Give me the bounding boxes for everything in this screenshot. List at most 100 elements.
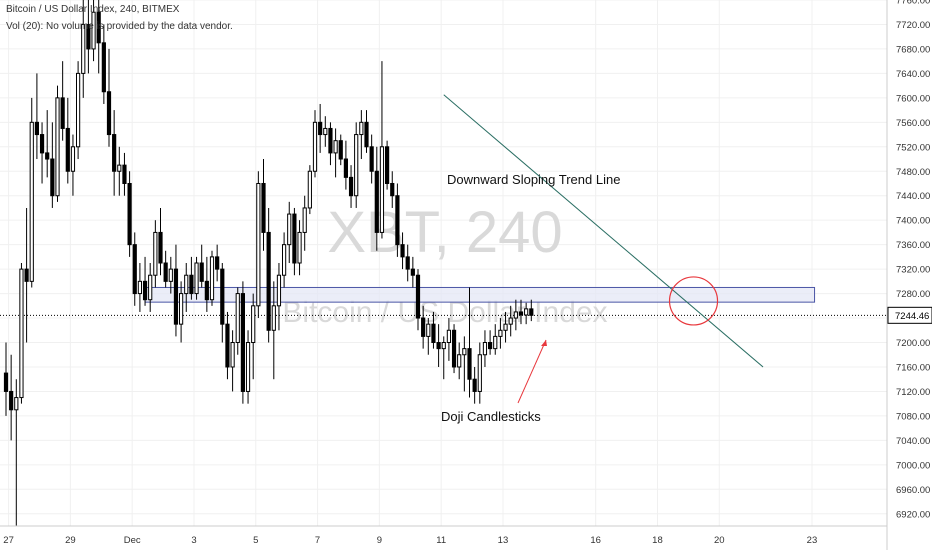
candle-body [498,329,503,337]
candle-body [462,348,467,356]
candle-body [271,305,276,331]
price-tick-label: 7280.00 [896,289,930,300]
doji-arrow [517,339,547,404]
price-tick-label: 7200.00 [896,338,930,349]
time-axis: 27 29 Dec 3 5 7 9 11 13 16 18 20 23 [3,535,817,546]
price-tick-label: 7160.00 [896,362,930,373]
candle-body [163,262,168,282]
candle-body [287,213,292,246]
candle-body [369,146,374,172]
candle-body [390,182,395,197]
candle-body [415,274,421,319]
price-tick-label: 7040.00 [896,436,930,447]
candle-body [343,158,348,178]
time-tick-label: 20 [714,535,725,546]
candle-body [266,231,271,331]
candle-body [184,274,189,295]
candle-body [354,134,359,197]
time-tick-label: 27 [3,535,14,546]
candle-body [472,378,477,392]
candle-body [245,342,251,392]
candle-body [86,23,91,50]
candle-body [19,268,24,399]
candle-body [307,170,312,209]
time-tick-label: 7 [315,535,320,546]
candle-body [518,311,524,316]
price-tick-label: 7760.00 [896,0,930,7]
candle-body [503,323,508,331]
candle-body [348,176,354,197]
candle-body [297,231,302,264]
candle-body [410,268,415,276]
candle-body [70,146,76,172]
price-tick-label: 7480.00 [896,167,930,178]
time-tick-label: 16 [590,535,601,546]
candle-body [55,97,60,197]
symbol-legend[interactable]: Bitcoin / US Dollar Index, 240, BITMEX [6,4,180,15]
candle-body [230,342,235,368]
candle-body [76,72,81,148]
price-tick-label: 7720.00 [896,20,930,31]
candle-body [142,280,148,301]
price-tick-label: 7320.00 [896,265,930,276]
doji-circle [668,276,719,326]
candle-body [122,164,127,184]
candle-body [132,244,137,295]
candle-body [189,274,194,295]
candle-body [374,170,379,233]
candle-body [379,146,385,233]
candle-body [117,164,122,172]
candle-body [457,354,462,368]
last-price-tag [887,306,932,324]
price-tick-label: 7400.00 [896,216,930,227]
time-tick-label: Dec [124,535,141,546]
candle-body [3,372,9,392]
time-tick-label: 29 [65,535,76,546]
candle-body [421,317,426,337]
candle-body [209,256,215,301]
watermark-ticker: XBT, 240 [327,200,562,265]
candle-body [137,280,143,295]
price-tick-label: 7120.00 [896,387,930,398]
price-tick-label: 7360.00 [896,240,930,251]
time-tick-label: 13 [498,535,509,546]
price-tick-label: 6920.00 [896,509,930,520]
price-tick-label: 6960.00 [896,485,930,496]
candles [3,0,534,526]
candle-body [34,121,39,136]
candle-body [405,256,410,270]
candle-body [199,262,204,282]
price-tick-label: 7080.00 [896,411,930,422]
candle-body [395,195,400,246]
candle-body [179,293,184,325]
price-tick-label: 7680.00 [896,44,930,55]
candle-body [45,152,50,160]
candle-body [333,140,338,154]
candle-body [106,91,112,136]
price-axis: 6920.00 6960.00 7000.00 7040.00 7080.00 7120.… [896,0,930,520]
candle-body [467,348,472,380]
candle-body [513,311,518,319]
candle-body [14,397,19,411]
candle-body [312,121,318,172]
price-tick-label: 7520.00 [896,142,930,153]
candle-body [158,231,163,264]
time-tick-label: 18 [652,535,663,546]
candle-body [39,134,45,154]
doji-label: Doji Candlesticks [441,409,541,424]
time-tick-label: 5 [253,535,258,546]
candle-body [426,323,431,337]
time-tick-label: 23 [807,535,818,546]
candle-body [168,268,173,282]
candle-body [400,244,405,258]
candle-body [194,262,199,295]
candle-body [276,274,282,307]
candle-body [24,268,29,282]
candle-body [451,329,457,368]
candle-body [529,308,534,316]
trend-line-label: Downward Sloping Trend Line [447,172,620,187]
candle-body [282,244,287,276]
candle-body [261,182,266,233]
